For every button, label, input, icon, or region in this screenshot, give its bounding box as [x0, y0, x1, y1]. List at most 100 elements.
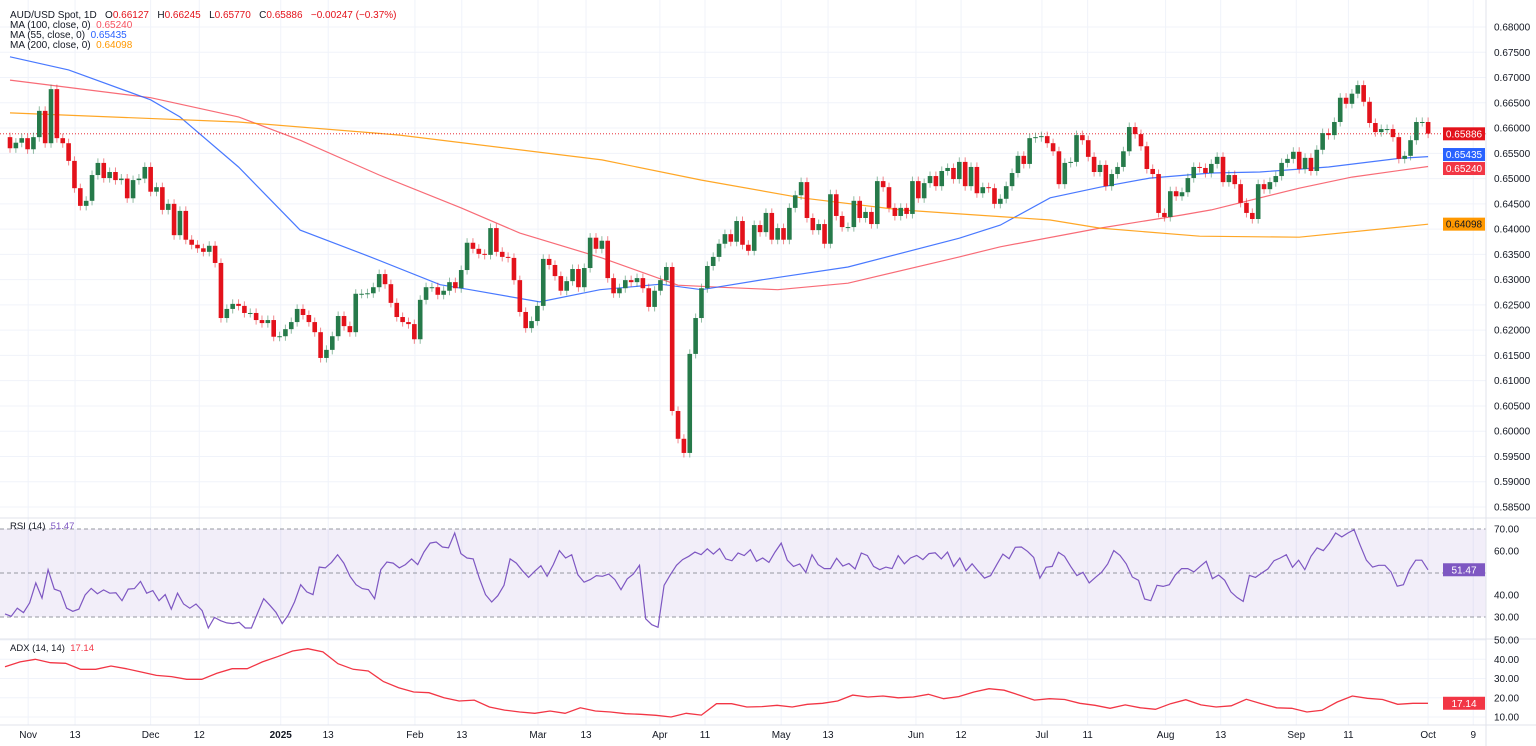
- rsi-value-tag-bg: [1443, 563, 1485, 577]
- low-label: L: [209, 10, 215, 21]
- price-tick-label: 0.63500: [1494, 250, 1531, 261]
- candle: [716, 239, 722, 262]
- candle: [540, 254, 546, 311]
- candle: [1080, 130, 1085, 145]
- ma200-legend[interactable]: MA (200, close, 0) 0.64098: [10, 41, 132, 51]
- adx-tick-label: 30.00: [1494, 674, 1519, 685]
- candle-body: [435, 287, 441, 295]
- candle-body: [382, 274, 388, 285]
- candle: [136, 174, 142, 185]
- time-tick-label: 13: [1215, 730, 1227, 741]
- candle: [1062, 158, 1068, 189]
- rsi-legend[interactable]: RSI (14) 51.47: [10, 521, 74, 532]
- candle: [1361, 80, 1366, 107]
- price-tick-label: 0.58500: [1494, 502, 1531, 513]
- candle-body: [546, 258, 552, 265]
- candle: [1009, 168, 1015, 191]
- candle: [1384, 124, 1390, 134]
- candle-body: [1373, 122, 1378, 133]
- candle-body: [857, 200, 862, 218]
- candle-body: [1255, 184, 1261, 219]
- price-tags: 0.65886 0.65435 0.65240 0.64098 51.47 17.14: [1443, 127, 1485, 710]
- candle: [406, 317, 411, 329]
- candle-body: [664, 266, 669, 281]
- candle: [787, 203, 792, 245]
- candle-body: [892, 207, 898, 216]
- candle: [1150, 164, 1155, 179]
- candle: [605, 236, 611, 283]
- candle: [1408, 135, 1413, 161]
- ma200-price-tag-bg: [1443, 217, 1485, 231]
- candle-body: [1414, 121, 1419, 141]
- candle-body: [1115, 166, 1120, 175]
- candle-body: [236, 303, 241, 306]
- candle-body: [535, 305, 540, 322]
- candle-body: [587, 237, 593, 269]
- candle: [1185, 173, 1191, 197]
- time-tick-label: 13: [456, 730, 468, 741]
- candle: [347, 321, 353, 337]
- candle: [1050, 138, 1056, 156]
- candle: [435, 282, 441, 300]
- candle-body: [957, 161, 962, 180]
- candle-body: [253, 312, 259, 321]
- candle: [646, 283, 652, 312]
- candle-body: [165, 203, 171, 210]
- candle-body: [1361, 85, 1366, 102]
- candle: [1027, 133, 1032, 169]
- price-tick-label: 0.61500: [1494, 351, 1531, 362]
- candle-body: [89, 175, 95, 201]
- candle: [652, 286, 657, 312]
- candle-body: [828, 194, 833, 244]
- candle: [25, 133, 30, 154]
- candle-body: [353, 293, 359, 333]
- candle-body: [42, 110, 48, 144]
- candle: [927, 171, 933, 188]
- candle-body: [1390, 129, 1396, 138]
- candle: [400, 312, 405, 327]
- candle-body: [552, 264, 558, 277]
- candle-body: [927, 176, 933, 184]
- candle-body: [505, 256, 511, 258]
- candle-body: [1191, 166, 1197, 179]
- price-tick-label: 0.59500: [1494, 452, 1531, 463]
- ma200-line: [9, 112, 1429, 238]
- candle: [1396, 132, 1402, 164]
- candle-body: [359, 293, 364, 295]
- candle-body: [206, 245, 212, 252]
- candle: [113, 167, 118, 185]
- candle: [1203, 163, 1208, 178]
- candle: [863, 207, 868, 223]
- candle-body: [470, 242, 476, 249]
- candle-body: [1056, 151, 1062, 185]
- candle: [31, 132, 36, 154]
- adx-legend[interactable]: ADX (14, 14) 17.14: [10, 643, 94, 654]
- adx-value-tag-bg: [1443, 696, 1485, 710]
- candle-body: [54, 89, 60, 139]
- candle-body: [1044, 136, 1050, 144]
- ma100-legend[interactable]: MA (100, close, 0) 0.65240: [10, 21, 132, 31]
- candle: [593, 233, 599, 254]
- candle-body: [728, 234, 734, 242]
- candle-body: [1167, 191, 1173, 217]
- candle: [1132, 122, 1138, 139]
- candle-body: [1109, 174, 1114, 187]
- candle-body: [171, 203, 177, 236]
- candle-body: [810, 217, 816, 231]
- candle: [441, 286, 446, 300]
- candle: [1296, 147, 1302, 174]
- symbol-name[interactable]: AUD/USD Spot, 1D: [10, 10, 97, 21]
- candle-body: [722, 234, 728, 244]
- candle-body: [1419, 121, 1425, 123]
- candle: [892, 203, 898, 221]
- candle: [1191, 162, 1197, 183]
- ma55-legend[interactable]: MA (55, close, 0) 0.65435: [10, 31, 127, 41]
- candle-body: [570, 269, 575, 282]
- candle-body: [910, 181, 915, 214]
- candle: [259, 315, 265, 328]
- candle-body: [283, 329, 288, 337]
- candle-body: [1144, 146, 1150, 169]
- adx-tick-label: 50.00: [1494, 636, 1519, 647]
- candle-body: [1138, 134, 1144, 147]
